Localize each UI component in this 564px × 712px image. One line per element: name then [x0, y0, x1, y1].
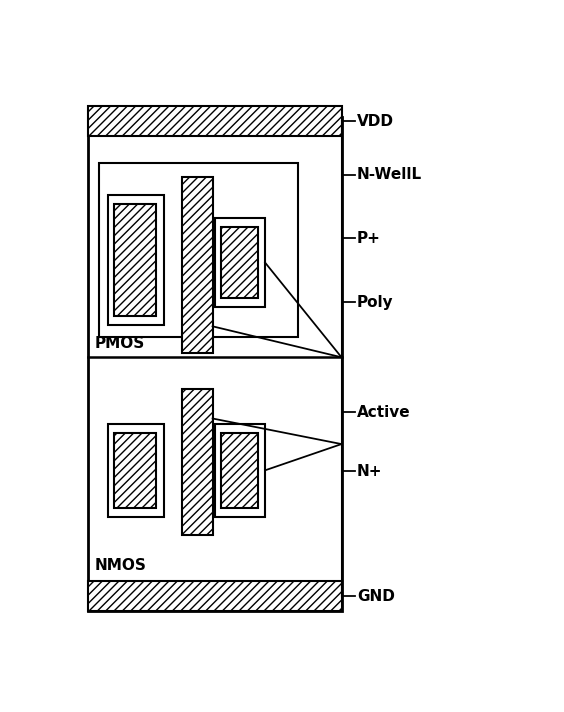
- Bar: [99, 163, 298, 337]
- Bar: [108, 195, 165, 325]
- Text: N+: N+: [357, 464, 382, 479]
- Bar: [108, 424, 165, 517]
- Text: Active: Active: [357, 404, 411, 419]
- Text: P+: P+: [357, 231, 381, 246]
- Bar: [88, 117, 342, 611]
- Bar: [215, 218, 265, 307]
- Bar: [182, 177, 213, 352]
- Text: NMOS: NMOS: [95, 557, 147, 572]
- Bar: [215, 424, 265, 517]
- Text: Poly: Poly: [357, 295, 394, 310]
- Text: N-WellL: N-WellL: [357, 167, 422, 182]
- Bar: [88, 581, 342, 611]
- Bar: [88, 106, 342, 136]
- Text: GND: GND: [357, 589, 395, 604]
- Bar: [221, 227, 258, 298]
- Bar: [221, 433, 258, 508]
- Bar: [114, 433, 156, 508]
- Bar: [182, 389, 213, 535]
- Text: PMOS: PMOS: [95, 336, 145, 351]
- Bar: [114, 204, 156, 316]
- Text: VDD: VDD: [357, 114, 394, 129]
